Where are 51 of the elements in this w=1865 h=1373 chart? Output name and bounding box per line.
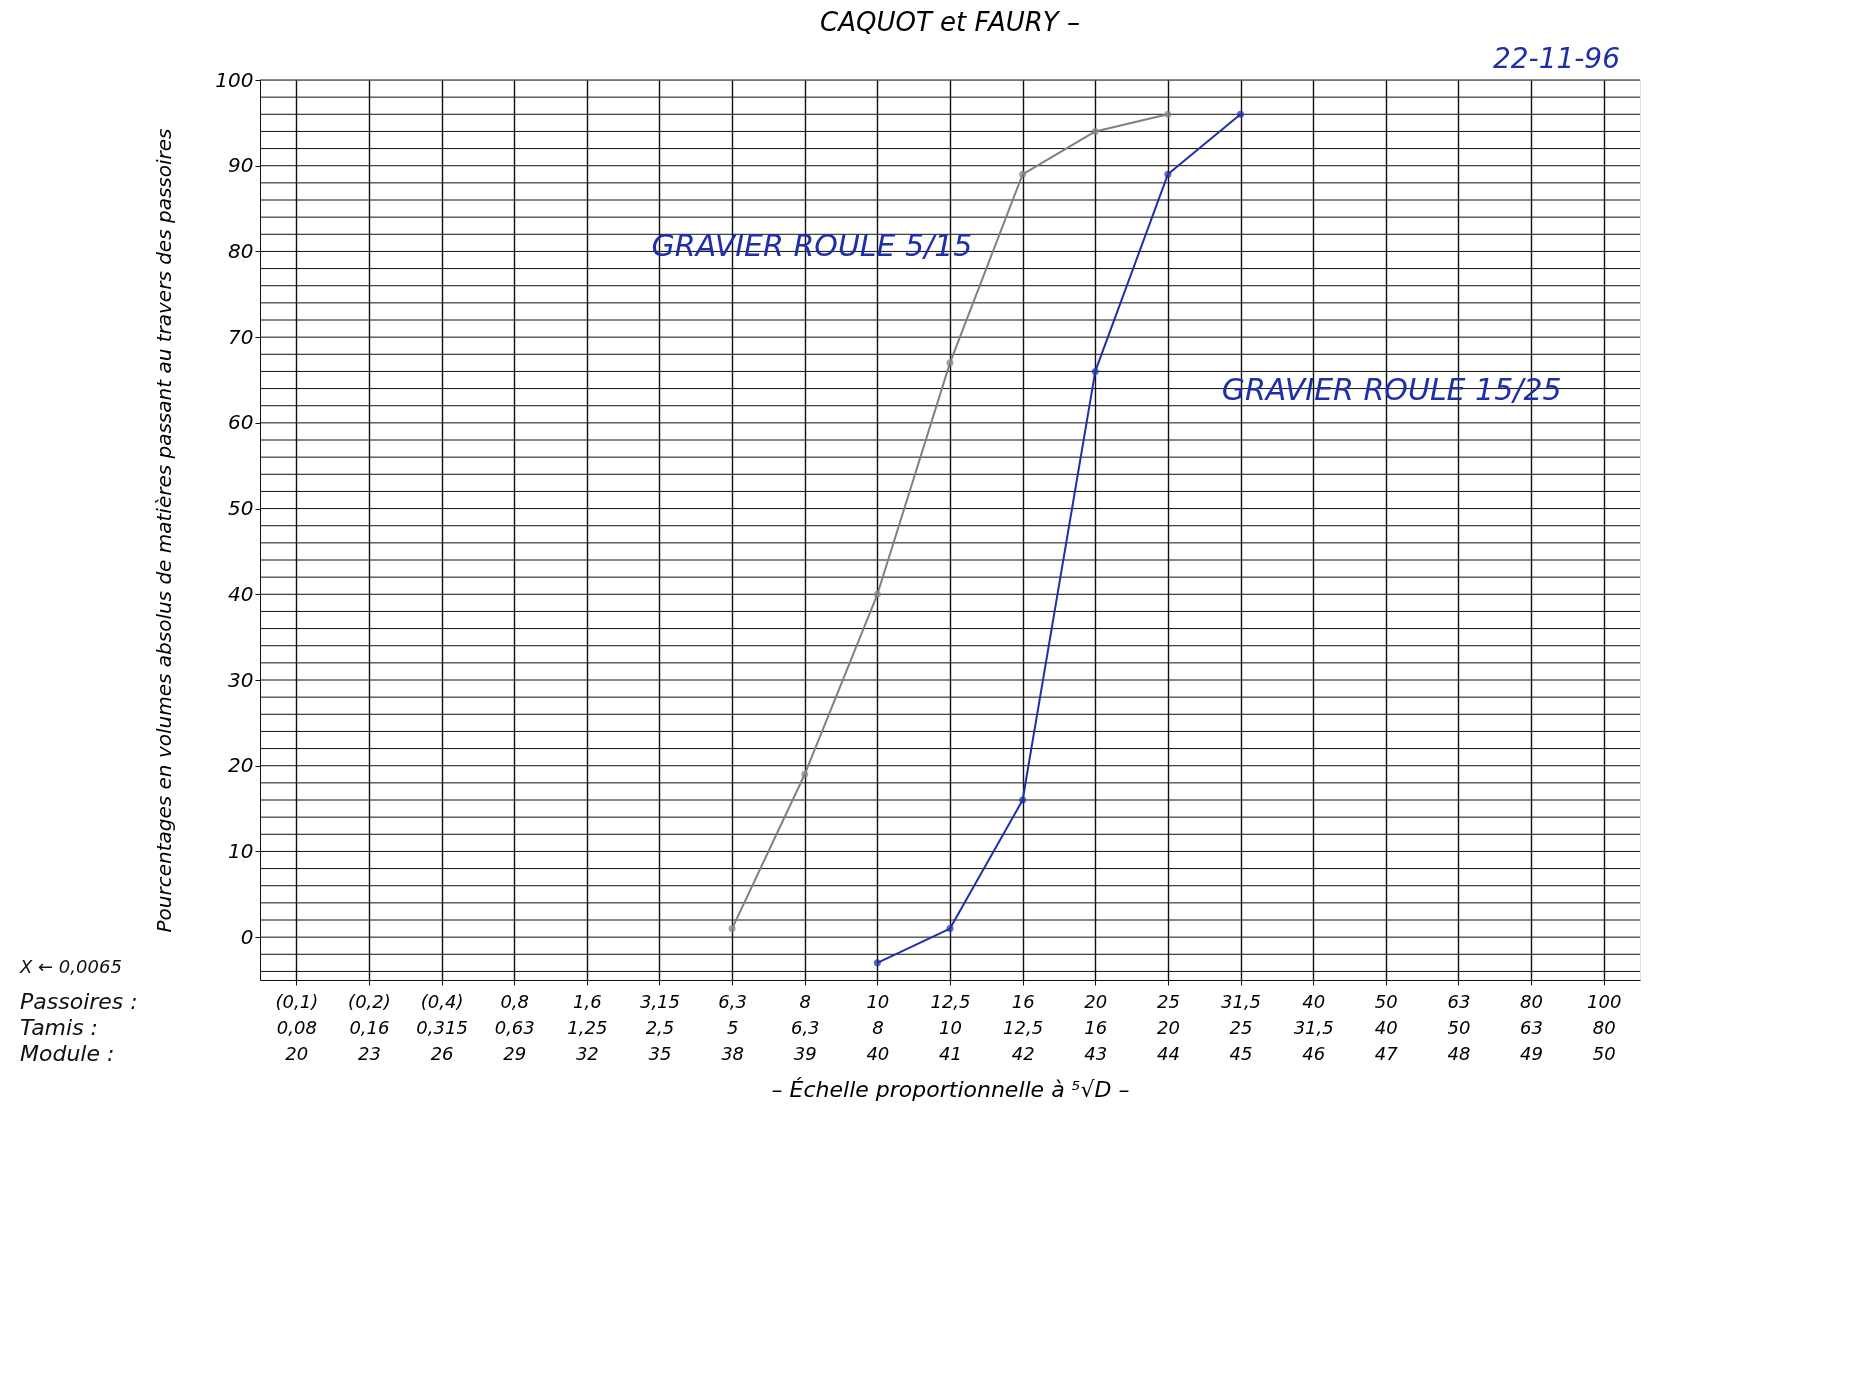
x-tick-label: 40 31,5 46 bbox=[1293, 990, 1334, 1064]
x-tick-label: 31,5 25 45 bbox=[1220, 990, 1262, 1064]
text: Passoires : bbox=[20, 989, 138, 1014]
y-tick-label: 70 bbox=[228, 324, 254, 349]
point bbox=[1019, 170, 1027, 178]
text: Tamis : bbox=[20, 1015, 99, 1040]
point bbox=[946, 925, 954, 933]
point bbox=[801, 770, 809, 778]
x-tick-label: 0,8 0,63 29 bbox=[494, 990, 535, 1064]
y-tick-label: 20 bbox=[228, 753, 254, 778]
x-tick-label: (0,1) 0,08 20 bbox=[275, 990, 319, 1064]
x-tick-label: (0,4) 0,315 26 bbox=[416, 990, 468, 1064]
x-tick-label: 20 16 43 bbox=[1084, 990, 1108, 1064]
x-tick-label: 63 50 48 bbox=[1447, 990, 1471, 1064]
x-tick-label: 8 6,3 39 bbox=[790, 990, 820, 1064]
text: 22-11-96 bbox=[1492, 42, 1620, 75]
point bbox=[873, 959, 881, 967]
y-tick-label: 10 bbox=[228, 838, 254, 863]
y-tick-label: 50 bbox=[228, 496, 254, 521]
y-tick-label: 30 bbox=[228, 667, 254, 692]
x-tick-label: 12,5 10 41 bbox=[930, 990, 971, 1064]
x-tick-label: 16 12,5 42 bbox=[1003, 990, 1044, 1064]
y-axis-title: Pourcentages en volumes absolus de matières passant au travers des passoires bbox=[152, 128, 177, 933]
point bbox=[1164, 110, 1172, 118]
y-tick-label: 90 bbox=[228, 153, 254, 178]
x-tick-label: (0,2) 0,16 23 bbox=[348, 990, 391, 1064]
y-tick-label: 60 bbox=[228, 410, 254, 435]
point bbox=[946, 359, 954, 367]
x-tick-label: 100 80 50 bbox=[1587, 990, 1622, 1064]
point bbox=[1236, 110, 1245, 118]
point bbox=[1091, 127, 1099, 135]
y-tick-label: 0 bbox=[240, 924, 254, 949]
text: Module : bbox=[20, 1041, 115, 1066]
x-tick-label: 3,15 2,5 35 bbox=[639, 990, 681, 1064]
point bbox=[1164, 170, 1172, 178]
y-tick-label: 40 bbox=[228, 581, 254, 606]
text: X ← 0,0065 bbox=[19, 956, 122, 977]
x-tick-label: 10 8 40 bbox=[866, 990, 890, 1064]
point bbox=[873, 590, 881, 598]
y-tick-label: 100 bbox=[215, 67, 254, 92]
x-axis-title: – Échelle proportionnelle à ⁵√D – bbox=[771, 1076, 1130, 1102]
y-tick-label: 80 bbox=[228, 238, 254, 263]
x-tick-label: 25 20 44 bbox=[1156, 990, 1180, 1064]
x-tick-label: 6,3 5 38 bbox=[718, 990, 747, 1064]
point bbox=[728, 925, 736, 933]
point bbox=[1019, 796, 1027, 804]
chart-title: CAQUOT et FAURY – bbox=[820, 7, 1080, 37]
x-tick-label: 50 40 47 bbox=[1374, 990, 1399, 1064]
point bbox=[1091, 367, 1099, 375]
x-tick-label: 80 63 49 bbox=[1520, 990, 1544, 1064]
x-tick-label: 1,6 1,25 32 bbox=[567, 990, 608, 1064]
